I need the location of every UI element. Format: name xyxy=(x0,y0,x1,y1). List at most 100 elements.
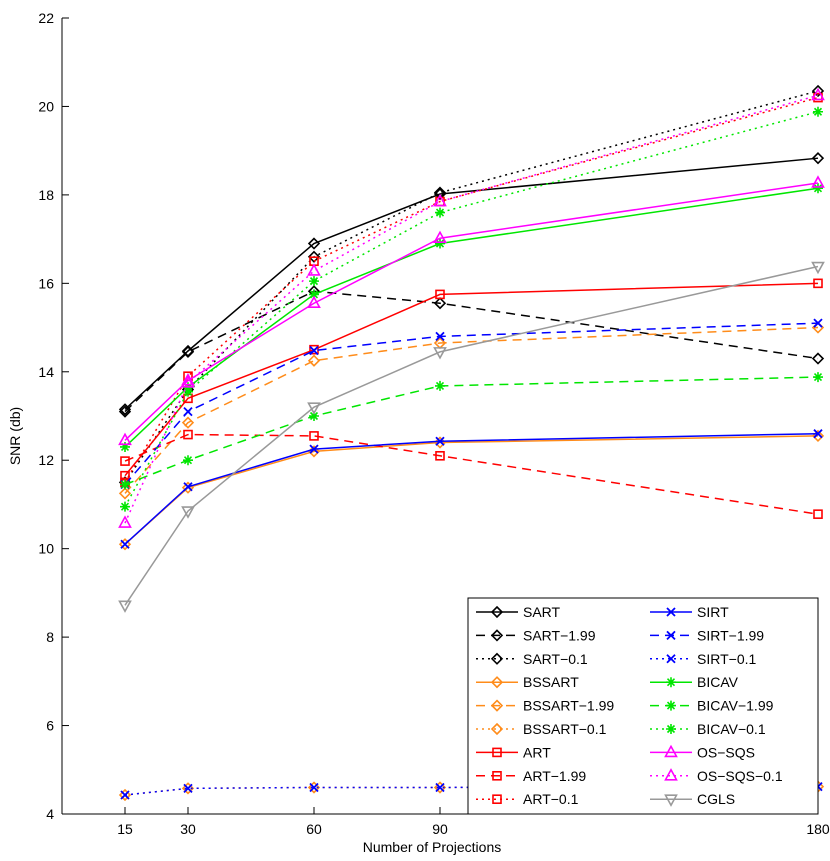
x-tick-label: 90 xyxy=(432,821,448,837)
series-bicav xyxy=(120,183,823,452)
legend-swatch-marker xyxy=(492,747,502,758)
legend-label: BICAV xyxy=(697,674,739,690)
y-tick-label: 8 xyxy=(46,629,54,645)
legend-swatch-marker xyxy=(490,652,504,665)
series-line-sart xyxy=(124,157,819,410)
legend-label: BSSART xyxy=(523,674,579,690)
y-tick-label: 12 xyxy=(38,452,54,468)
data-point-art-1-99 xyxy=(183,429,193,440)
series-cgls xyxy=(118,261,825,613)
data-point-sart-1-99 xyxy=(433,297,447,310)
series-os-sqs-0-1 xyxy=(118,87,825,528)
data-point-bicav-0-1 xyxy=(813,106,823,117)
y-tick-label: 22 xyxy=(38,10,54,26)
series-line-bicav xyxy=(124,187,819,448)
legend-entry-sirt: SIRT xyxy=(650,604,729,620)
series-line-bicav-0-1 xyxy=(124,111,819,508)
legend-entry-bicav: BICAV xyxy=(650,674,739,690)
legend-label: SART xyxy=(523,604,561,620)
data-point-sirt-0-1 xyxy=(120,790,130,800)
data-point-sart-1-99 xyxy=(181,345,195,359)
legend-label: OS−SQS xyxy=(697,744,755,760)
series-line-art-1-99 xyxy=(124,433,819,515)
series-bssart-1-99 xyxy=(118,321,825,500)
data-point-sirt xyxy=(435,436,445,446)
legend-swatch-marker xyxy=(664,744,678,758)
data-point-art-1-99 xyxy=(309,431,319,441)
legend-swatch-marker xyxy=(666,607,676,617)
data-point-cgls xyxy=(118,600,132,613)
legend: SART SART−1.99 SART−0.1 BSSART BSSART−1.99 BS… xyxy=(467,597,819,815)
series-line-bssart-1-99 xyxy=(124,326,819,494)
legend-label: SIRT xyxy=(697,604,729,620)
series-line-os-sqs xyxy=(124,182,819,441)
data-point-bssart-0-1 xyxy=(181,782,195,795)
data-point-bssart-0-1 xyxy=(118,788,132,802)
x-tick-label: 180 xyxy=(806,821,830,837)
series-line-sirt-0-1 xyxy=(124,785,819,796)
legend-entry-sart-1-99: SART−1.99 xyxy=(476,627,596,643)
legend-swatch-marker xyxy=(492,794,502,805)
y-tick-label: 18 xyxy=(38,187,54,203)
series-line-sirt-1-99 xyxy=(124,322,819,486)
y-tick-label: 14 xyxy=(38,364,54,380)
series-sirt-1-99 xyxy=(120,318,823,490)
y-tick-label: 16 xyxy=(38,275,54,291)
legend-label: BICAV−1.99 xyxy=(697,698,774,714)
data-point-art xyxy=(813,278,823,289)
series-line-bicav-1-99 xyxy=(124,376,819,486)
y-tick-label: 4 xyxy=(46,806,54,822)
legend-entry-art-0-1: ART−0.1 xyxy=(476,791,579,807)
data-point-sirt xyxy=(309,444,319,454)
data-point-sirt-1-99 xyxy=(183,406,193,417)
data-point-art xyxy=(435,289,445,300)
legend-label: BICAV−0.1 xyxy=(697,721,766,737)
data-point-bicav xyxy=(813,183,823,194)
data-point-cgls xyxy=(811,261,825,275)
legend-entry-bicav-0-1: BICAV−0.1 xyxy=(650,721,766,737)
x-tick-label: 30 xyxy=(180,821,196,837)
y-tick-label: 10 xyxy=(38,541,54,557)
data-point-bssart-0-1 xyxy=(307,781,321,794)
legend-swatch-marker xyxy=(664,768,678,781)
data-point-sart-0-1 xyxy=(307,250,321,263)
series-line-sart-1-99 xyxy=(124,290,819,413)
x-axis-label: Number of Projections xyxy=(363,839,502,855)
series-bicav-1-99 xyxy=(120,372,823,490)
series-line-cgls xyxy=(124,265,819,606)
x-tick-label: 15 xyxy=(117,821,133,837)
data-point-bicav xyxy=(120,441,130,452)
legend-swatch-marker xyxy=(490,629,504,642)
legend-label: ART−0.1 xyxy=(523,791,579,807)
data-point-sirt-1-99 xyxy=(813,318,823,328)
series-line-bssart xyxy=(124,435,819,545)
data-point-sart-1-99 xyxy=(811,352,825,365)
data-point-cgls xyxy=(181,506,195,519)
data-point-bicav-1-99 xyxy=(309,411,319,421)
data-point-bssart-1-99 xyxy=(181,416,195,429)
data-point-sirt xyxy=(120,539,130,549)
legend-swatch-marker xyxy=(664,794,678,807)
data-point-os-sqs-0-1 xyxy=(307,263,321,276)
data-point-os-sqs xyxy=(433,230,447,244)
data-point-bssart xyxy=(118,538,132,551)
data-point-bicav xyxy=(309,289,319,300)
legend-entry-bssart-0-1: BSSART−0.1 xyxy=(476,721,607,737)
series-art-1-99 xyxy=(120,429,823,519)
data-point-sirt-1-99 xyxy=(309,345,319,356)
legend-label: ART xyxy=(523,744,551,760)
data-point-os-sqs-0-1 xyxy=(433,193,447,207)
data-point-sirt-1-99 xyxy=(435,331,445,342)
data-point-bicav-0-1 xyxy=(183,386,193,397)
legend-entry-sart-0-1: SART−0.1 xyxy=(476,651,588,667)
legend-entry-os-sqs-0-1: OS−SQS−0.1 xyxy=(650,768,783,784)
legend-entry-bssart-1-99: BSSART−1.99 xyxy=(476,698,614,714)
data-point-sirt-0-1 xyxy=(435,782,445,793)
data-point-cgls xyxy=(433,347,447,360)
legend-entry-art-1-99: ART−1.99 xyxy=(476,768,586,784)
data-point-sart-1-99 xyxy=(118,405,132,418)
legend-swatch-marker xyxy=(490,605,504,619)
legend-swatch-marker xyxy=(666,724,676,734)
data-point-art-1-99 xyxy=(813,509,823,519)
